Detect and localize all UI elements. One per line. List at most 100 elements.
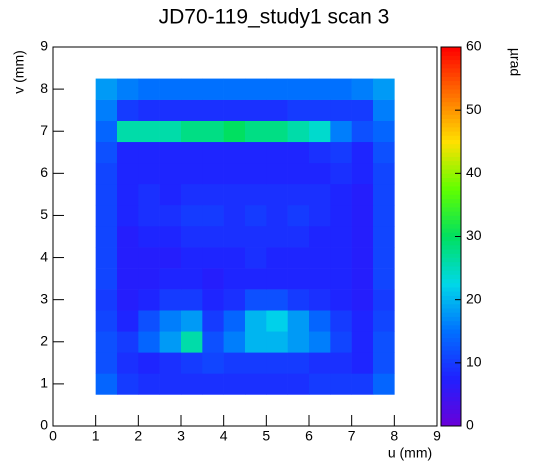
heat-cell bbox=[287, 99, 310, 121]
heat-cell bbox=[351, 225, 374, 248]
x-tick-label: 9 bbox=[433, 428, 441, 444]
heat-cell bbox=[138, 289, 160, 311]
color-bar-segment bbox=[441, 312, 461, 317]
heat-cell bbox=[202, 352, 224, 374]
heat-cell bbox=[95, 78, 118, 100]
heat-cell bbox=[95, 225, 118, 248]
heat-cell bbox=[330, 352, 352, 374]
color-bar-segment bbox=[441, 59, 461, 65]
heat-cell bbox=[117, 120, 139, 143]
color-bar-segment bbox=[441, 392, 461, 397]
heat-cell bbox=[373, 141, 395, 164]
heat-cell bbox=[223, 352, 246, 374]
heat-cell bbox=[138, 331, 160, 353]
color-bar-segment bbox=[441, 329, 461, 334]
y-tick-label: 4 bbox=[40, 248, 48, 264]
color-bar-segment bbox=[441, 345, 461, 351]
z-tick-label: 0 bbox=[466, 417, 474, 433]
heat-cell bbox=[117, 183, 139, 206]
color-bar-segment bbox=[441, 76, 461, 82]
heat-cell bbox=[159, 78, 182, 100]
heat-cell bbox=[245, 352, 267, 374]
color-bar-segment bbox=[441, 409, 461, 414]
heat-cell bbox=[138, 162, 160, 185]
color-bar-segment bbox=[441, 303, 461, 309]
heat-cell bbox=[245, 268, 267, 290]
color-bar-segment bbox=[441, 371, 461, 376]
x-tick-label: 8 bbox=[390, 428, 398, 444]
color-bar-segment bbox=[441, 367, 461, 372]
heat-cell bbox=[159, 373, 182, 395]
color-bar-segment bbox=[441, 198, 461, 204]
plot-frame bbox=[52, 46, 438, 427]
heat-cell bbox=[287, 310, 310, 332]
heat-cell bbox=[138, 183, 160, 206]
color-bar-segment bbox=[441, 354, 461, 360]
color-bar-segment bbox=[441, 324, 461, 330]
heat-cell bbox=[138, 268, 160, 290]
heat-cell bbox=[373, 247, 395, 269]
heat-cell bbox=[373, 268, 395, 290]
heat-cell bbox=[117, 225, 139, 248]
heat-cell bbox=[138, 120, 160, 143]
heat-cell bbox=[117, 99, 139, 121]
heat-cell bbox=[266, 99, 288, 121]
heat-cell bbox=[266, 120, 288, 143]
heat-cell bbox=[202, 78, 224, 100]
color-bar-segment bbox=[441, 173, 461, 178]
heat-cell bbox=[309, 268, 331, 290]
heat-cell bbox=[309, 247, 331, 269]
color-bar-segment bbox=[441, 156, 461, 162]
x-tick-label: 7 bbox=[348, 428, 356, 444]
heat-cell bbox=[266, 352, 288, 374]
heat-cell bbox=[287, 268, 310, 290]
heat-cell bbox=[159, 331, 182, 353]
heat-cell bbox=[202, 331, 224, 353]
heat-cell bbox=[351, 204, 374, 227]
color-bar-segment bbox=[441, 320, 461, 326]
heat-cell bbox=[330, 310, 352, 332]
heat-cell bbox=[309, 204, 331, 227]
heat-cell bbox=[351, 183, 374, 206]
heat-cell bbox=[223, 268, 246, 290]
heat-cell bbox=[95, 204, 118, 227]
heat-cell bbox=[287, 141, 310, 164]
heat-cell bbox=[287, 78, 310, 100]
heat-cell bbox=[373, 352, 395, 374]
color-bar-segment bbox=[441, 97, 461, 103]
y-tick-label: 3 bbox=[40, 290, 48, 306]
heat-cell bbox=[330, 268, 352, 290]
heat-cell bbox=[330, 289, 352, 311]
heat-cell bbox=[159, 310, 182, 332]
heat-cell bbox=[202, 247, 224, 269]
heat-cell bbox=[223, 162, 246, 185]
color-bar-segment bbox=[441, 190, 461, 195]
heat-cell bbox=[351, 99, 374, 121]
heat-cell bbox=[245, 99, 267, 121]
color-bar-segment bbox=[441, 223, 461, 229]
heat-cell bbox=[159, 120, 182, 143]
heat-cell bbox=[266, 247, 288, 269]
color-bar-segment bbox=[441, 421, 461, 427]
heat-cell bbox=[373, 78, 395, 100]
color-bar-segment bbox=[441, 333, 461, 338]
x-axis-label: u (mm) bbox=[388, 445, 432, 461]
color-bar-segment bbox=[441, 118, 461, 124]
color-bar-segment bbox=[441, 101, 461, 107]
heat-cell bbox=[138, 310, 160, 332]
heat-cell bbox=[223, 99, 246, 121]
heat-cell bbox=[138, 78, 160, 100]
color-bar-segment bbox=[441, 143, 461, 149]
heat-cell bbox=[245, 183, 267, 206]
heat-cell bbox=[223, 120, 246, 143]
heat-cell bbox=[138, 204, 160, 227]
heat-cell bbox=[181, 162, 203, 185]
heat-cell bbox=[266, 331, 288, 353]
z-tick-label: 40 bbox=[466, 164, 482, 180]
heat-cell bbox=[373, 373, 395, 395]
y-tick-label: 1 bbox=[40, 375, 48, 391]
color-bar-segment bbox=[441, 375, 461, 381]
heat-cell bbox=[351, 141, 374, 164]
heat-cell bbox=[266, 268, 288, 290]
heat-cell bbox=[373, 183, 395, 206]
